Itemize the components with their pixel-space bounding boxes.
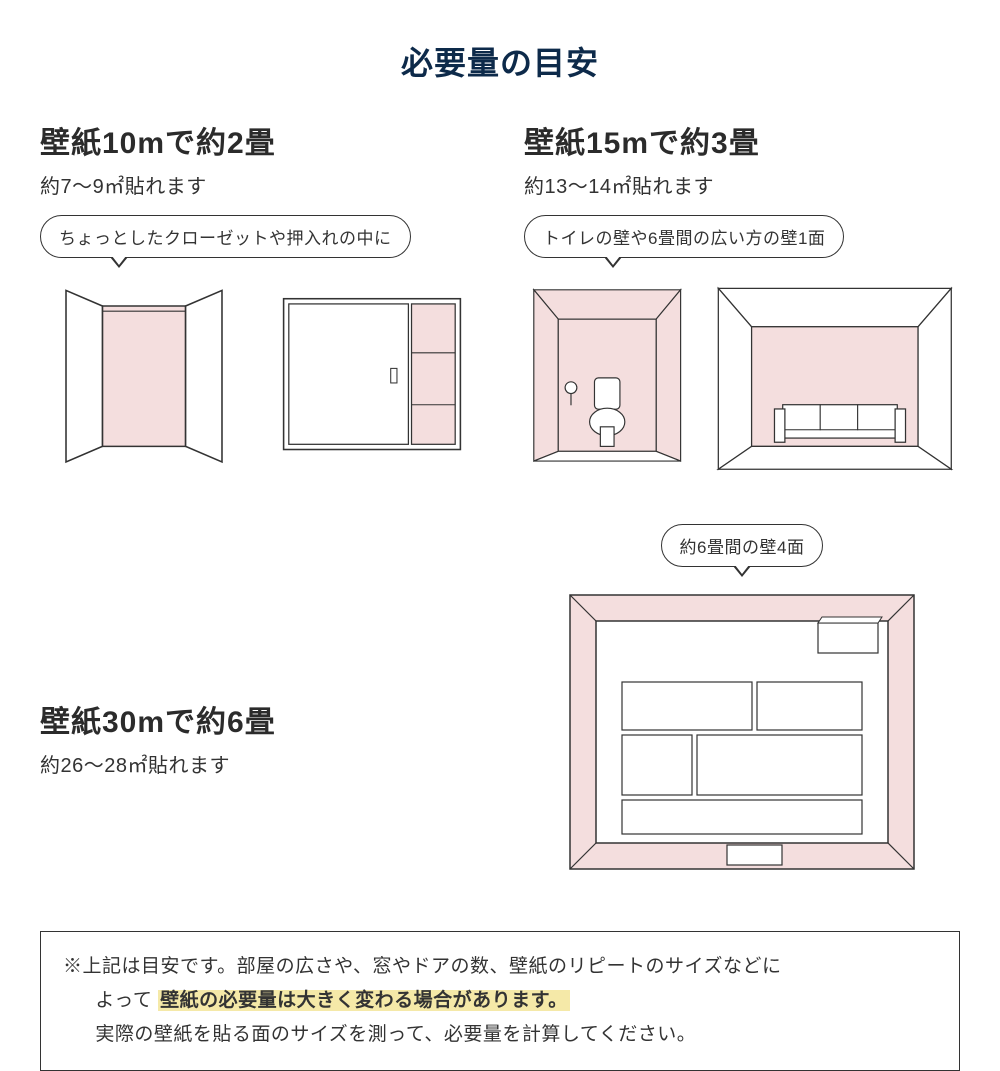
room-topdown-illustration bbox=[524, 587, 960, 877]
bubble-tail-icon bbox=[604, 257, 622, 268]
section-30m: 壁紙30mで約6畳 約26～28㎡貼れます bbox=[40, 508, 476, 877]
living-room-wall-illustration bbox=[710, 280, 960, 478]
section-30m-bubble: 約6畳間の壁4面 bbox=[661, 524, 824, 567]
section-15m-illustrations bbox=[524, 280, 960, 478]
section-10m-illustrations bbox=[40, 280, 476, 467]
section-10m-title: 壁紙10mで約2畳 bbox=[40, 118, 476, 162]
note-line-3-text: 実際の壁紙を貼る面のサイズを測って、必要量を計算してください。 bbox=[95, 1024, 696, 1045]
section-30m-sub: 約26～28㎡貼れます bbox=[40, 749, 476, 778]
note-highlight: 壁紙の必要量は大きく変わる場合があります。 bbox=[158, 990, 570, 1011]
section-10m-bubble-wrap: ちょっとしたクローゼットや押入れの中に bbox=[40, 215, 476, 258]
section-30m-illustration-block: 約6畳間の壁4面 bbox=[524, 508, 960, 877]
bubble-tail-icon bbox=[110, 257, 128, 268]
note-line-2: よって 壁紙の必要量は大きく変わる場合があります。 bbox=[63, 984, 937, 1018]
section-30m-title: 壁紙30mで約6畳 bbox=[40, 697, 476, 741]
toilet-room-illustration bbox=[524, 280, 690, 478]
section-15m-title: 壁紙15mで約3畳 bbox=[524, 118, 960, 162]
note-line-2a: よって bbox=[95, 990, 152, 1011]
bubble-tail-icon bbox=[733, 566, 751, 577]
section-15m: 壁紙15mで約3畳 約13～14㎡貼れます トイレの壁や6畳間の広い方の壁1面 bbox=[524, 118, 960, 478]
closet-sliding-illustration bbox=[268, 280, 476, 467]
page-title: 必要量の目安 bbox=[40, 38, 960, 84]
section-15m-bubble-wrap: トイレの壁や6畳間の広い方の壁1面 bbox=[524, 215, 960, 258]
note-box: ※上記は目安です。部屋の広さや、窓やドアの数、壁紙のリピートのサイズなどに よっ… bbox=[40, 931, 960, 1071]
content-grid: 壁紙10mで約2畳 約7～9㎡貼れます ちょっとしたクローゼットや押入れの中に bbox=[40, 118, 960, 1071]
note-line-3: 実際の壁紙を貼る面のサイズを測って、必要量を計算してください。 bbox=[63, 1018, 937, 1052]
section-15m-sub: 約13～14㎡貼れます bbox=[524, 170, 960, 199]
section-15m-bubble: トイレの壁や6畳間の広い方の壁1面 bbox=[524, 215, 844, 258]
section-30m-bubble-wrap: 約6畳間の壁4面 bbox=[524, 524, 960, 567]
closet-open-illustration bbox=[40, 280, 248, 467]
section-10m-sub: 約7～9㎡貼れます bbox=[40, 170, 476, 199]
section-10m: 壁紙10mで約2畳 約7～9㎡貼れます ちょっとしたクローゼットや押入れの中に bbox=[40, 118, 476, 478]
note-line-1: ※上記は目安です。部屋の広さや、窓やドアの数、壁紙のリピートのサイズなどに bbox=[63, 950, 937, 984]
section-10m-bubble: ちょっとしたクローゼットや押入れの中に bbox=[40, 215, 411, 258]
